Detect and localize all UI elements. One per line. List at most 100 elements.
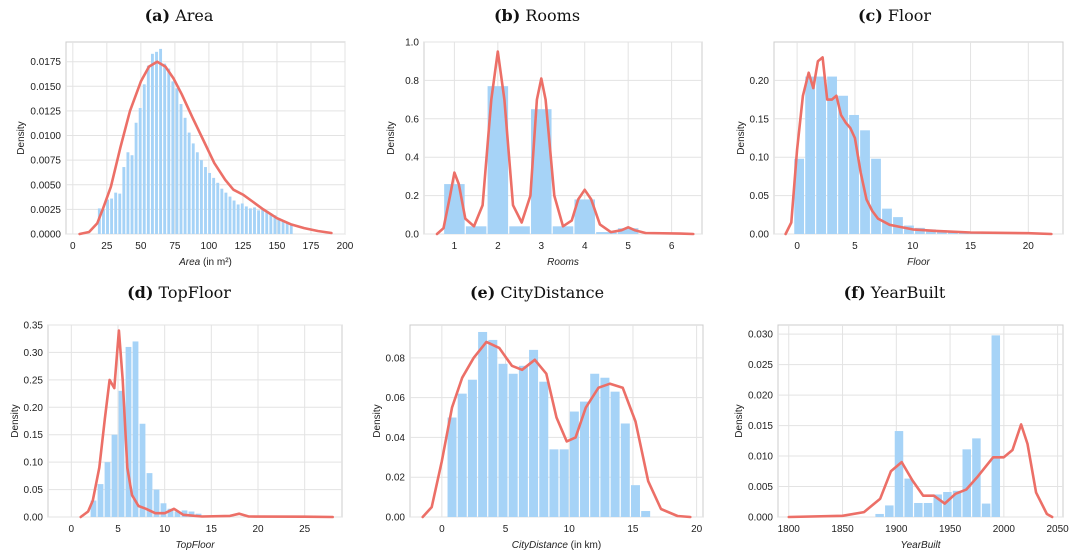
y-axis-label: Density bbox=[10, 404, 21, 437]
x-axis-label: YearBuilt bbox=[900, 540, 941, 551]
histogram-bar bbox=[216, 182, 220, 234]
histogram-bar bbox=[285, 223, 289, 234]
y-tick-label: 0.15 bbox=[24, 430, 44, 441]
histogram-bar bbox=[138, 107, 142, 234]
chart-panel-yearbuilt: (f) YearBuilt 1800 1850 1900 1950 2000 2050 0.… bbox=[716, 277, 1073, 555]
histogram-bar bbox=[923, 502, 933, 517]
histogram-bar bbox=[518, 365, 528, 517]
x-tick-label: 150 bbox=[269, 241, 286, 252]
panel-label: (f) bbox=[843, 283, 866, 302]
kde-line bbox=[787, 423, 1054, 519]
y-tick-label: 0.08 bbox=[386, 353, 406, 364]
y-axis-label: Density bbox=[386, 121, 397, 154]
y-axis-label: Density bbox=[16, 121, 27, 154]
y-tick-label: 0.25 bbox=[24, 375, 44, 386]
chart-title: (c) Floor bbox=[716, 6, 1073, 25]
histogram-bar bbox=[447, 417, 457, 517]
plot-area bbox=[47, 324, 343, 518]
histogram-bar bbox=[146, 473, 153, 517]
y-axis-label: Density bbox=[372, 404, 383, 437]
x-tick-label: 1 bbox=[452, 241, 458, 252]
histogram-bar bbox=[111, 434, 118, 517]
y-tick-label: 0.4 bbox=[405, 153, 419, 164]
histogram-bar bbox=[183, 117, 187, 234]
y-tick-label: 0.20 bbox=[24, 403, 44, 414]
x-axis-label-unit: (in km) bbox=[568, 540, 601, 551]
y-tick-label: 0.025 bbox=[748, 360, 773, 371]
x-tick-label: 2050 bbox=[1046, 524, 1069, 535]
histogram-bar bbox=[163, 63, 167, 235]
histogram-bar bbox=[487, 86, 509, 234]
histogram-bar bbox=[208, 172, 212, 234]
histogram-bar bbox=[125, 346, 132, 517]
x-axis-label-unit: (in m²) bbox=[200, 257, 232, 268]
histogram-bar bbox=[195, 152, 199, 234]
y-tick-label: 0.015 bbox=[748, 421, 773, 432]
x-tick-label: 5 bbox=[625, 241, 631, 252]
histogram-bar bbox=[155, 51, 158, 234]
histogram-bar bbox=[933, 494, 942, 517]
plot-area bbox=[423, 41, 703, 235]
histogram-bar bbox=[175, 88, 179, 235]
histogram-bar bbox=[132, 341, 139, 517]
panel-title: CityDistance bbox=[500, 283, 605, 302]
y-tick-label: 0.05 bbox=[750, 191, 770, 202]
y-tick-label: 0.0150 bbox=[30, 82, 61, 93]
plot-area bbox=[777, 324, 1064, 518]
chart-svg: 0 5 10 15 20 0.00 0.05 0.10 0.15 0.20 Floor Density bbox=[736, 41, 1064, 268]
panel-title: Rooms bbox=[525, 6, 581, 25]
x-tick-label: 4 bbox=[582, 241, 588, 252]
y-tick-label: 0.010 bbox=[748, 452, 773, 463]
x-axis-label-name: Floor bbox=[907, 257, 930, 268]
histogram-bar bbox=[943, 492, 952, 517]
histogram-bar bbox=[904, 478, 913, 517]
y-tick-label: 0.00 bbox=[24, 513, 44, 524]
x-tick-label: 15 bbox=[965, 241, 977, 252]
kde-line bbox=[435, 50, 695, 236]
y-tick-label: 0.06 bbox=[386, 393, 406, 404]
x-axis-label: Area (in m²) bbox=[178, 257, 232, 268]
histogram-bar bbox=[991, 335, 1001, 517]
histogram-bar bbox=[204, 167, 207, 234]
histogram-bar bbox=[134, 122, 138, 234]
y-tick-label: 0.0025 bbox=[30, 205, 61, 216]
y-tick-label: 0.04 bbox=[386, 433, 406, 444]
chart-svg: 1 2 3 4 5 6 0.0 0.2 0.4 0.6 0.8 1.0 Rooms Density bbox=[386, 38, 703, 268]
histogram-bar bbox=[531, 109, 552, 234]
kde-line bbox=[784, 56, 1053, 236]
histogram-bar bbox=[220, 188, 224, 234]
y-tick-label: 0.005 bbox=[748, 482, 773, 493]
x-axis-label: CityDistance (in km) bbox=[512, 540, 601, 551]
x-tick-label: 200 bbox=[337, 241, 354, 252]
y-tick-label: 0.30 bbox=[24, 348, 44, 359]
histogram-bar bbox=[142, 84, 146, 234]
histogram-bar bbox=[257, 210, 261, 234]
histogram-bar bbox=[139, 423, 146, 517]
histogram-bar bbox=[167, 68, 171, 234]
histogram-bar bbox=[118, 193, 122, 234]
histogram-bar bbox=[488, 339, 498, 517]
chart-panel-rooms: (b) Rooms 1 2 3 4 5 6 0.0 0.2 0.4 0.6 0.8 1.0 Rooms D… bbox=[358, 0, 716, 277]
histogram-bar bbox=[805, 76, 816, 234]
chart-title: (f) YearBuilt bbox=[716, 283, 1073, 302]
histogram-bar bbox=[827, 76, 837, 234]
x-axis-label-name: CityDistance bbox=[512, 540, 569, 551]
histogram-bar bbox=[794, 158, 805, 234]
histogram-bar bbox=[146, 65, 150, 234]
histogram-bar bbox=[244, 206, 248, 234]
histogram-bar bbox=[104, 462, 111, 517]
x-tick-label: 5 bbox=[852, 241, 858, 252]
histogram-bar bbox=[167, 508, 174, 517]
x-tick-label: 25 bbox=[299, 524, 311, 535]
histogram-bar bbox=[174, 511, 181, 517]
x-axis-label-name: YearBuilt bbox=[900, 540, 941, 551]
y-tick-label: 0.15 bbox=[750, 114, 770, 125]
histogram-bar bbox=[952, 490, 962, 517]
x-axis-label: Floor bbox=[907, 257, 930, 268]
histogram-bar bbox=[610, 391, 620, 517]
chart-panel-area: (a) Area 0 25 50 75 100 125 150 175 200 0.0000 0.0… bbox=[0, 0, 358, 277]
histogram-bar bbox=[269, 213, 273, 234]
histogram-bar bbox=[130, 155, 134, 234]
histogram-bar bbox=[265, 211, 269, 234]
x-tick-label: 20 bbox=[1023, 241, 1035, 252]
